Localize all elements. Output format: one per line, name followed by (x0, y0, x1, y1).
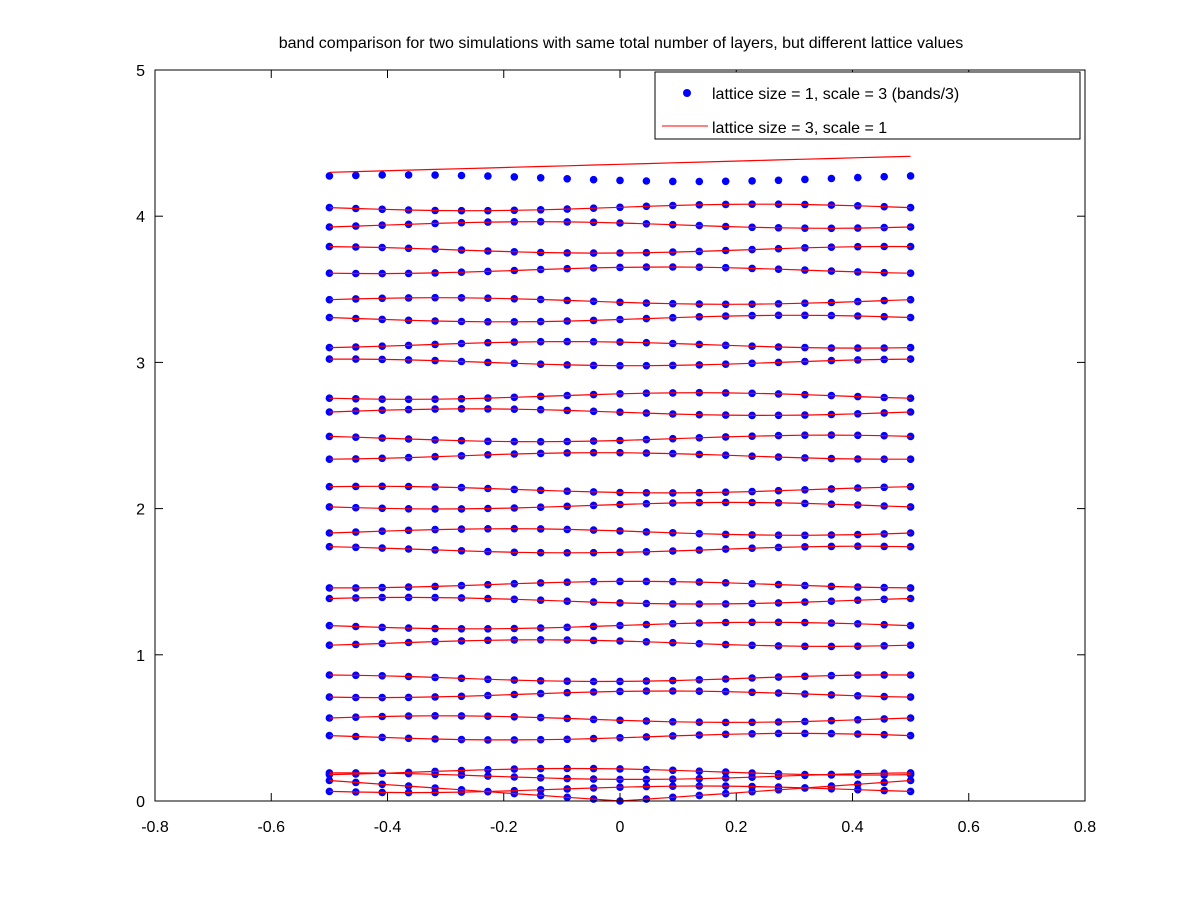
data-point (827, 174, 836, 183)
band-line (329, 528, 911, 536)
data-point (484, 172, 492, 180)
data-point (536, 174, 545, 182)
x-tick-label: -0.6 (257, 819, 285, 836)
y-tick-label: 1 (136, 648, 145, 665)
data-point (748, 177, 756, 185)
band-line (329, 580, 911, 589)
data-point (563, 175, 571, 183)
legend-label-lattice-size-3: lattice size = 3, scale = 1 (712, 120, 887, 137)
x-tick-label: -0.8 (141, 819, 169, 836)
legend-label-lattice-size-1: lattice size = 1, scale = 3 (bands/3) (712, 86, 959, 103)
data-point (906, 432, 915, 441)
band-line (329, 767, 911, 776)
data-point (774, 176, 783, 185)
chart-title: band comparison for two simulations with… (279, 35, 963, 52)
legend-box (654, 71, 1081, 140)
band-line (329, 155, 911, 173)
band-line (329, 434, 911, 443)
x-tick-label: -0.4 (374, 819, 402, 836)
x-tick-label: -0.2 (490, 819, 518, 836)
axes: -0.8 -0.6 -0.4 -0.2 0 0.2 0.4 0.6 0.8 0 1 2 3 4 5 (136, 63, 1096, 836)
band-line (329, 245, 911, 254)
data-point (325, 172, 334, 180)
data-point (801, 175, 809, 184)
band-line (329, 715, 911, 724)
band-line (329, 297, 911, 305)
data-point (431, 171, 439, 179)
x-tick-label: 0 (616, 819, 625, 836)
data-point (854, 173, 862, 182)
data-point (906, 503, 915, 511)
band-line (329, 266, 911, 275)
data-point (510, 173, 519, 181)
data-point (906, 172, 915, 180)
data-point (378, 171, 387, 179)
y-tick-label: 3 (136, 355, 145, 372)
band-line (329, 501, 911, 510)
band-line (329, 621, 911, 630)
band-line (329, 639, 911, 648)
band-line (329, 314, 911, 323)
band-line (329, 596, 911, 605)
x-tick-label: 0.2 (725, 819, 747, 836)
band-line (329, 732, 911, 741)
series-lines (329, 155, 911, 802)
band-line (329, 690, 911, 699)
data-point (404, 171, 413, 179)
band-line (329, 674, 911, 683)
band-line (329, 341, 911, 349)
y-tick-label: 4 (136, 209, 145, 226)
band-line (329, 545, 911, 554)
data-point (616, 176, 624, 185)
x-tick-label: 0.8 (1074, 819, 1096, 836)
plot-area (325, 155, 915, 805)
y-tick-label: 5 (136, 63, 145, 80)
data-point (880, 172, 888, 181)
band-line (329, 221, 911, 229)
data-point (457, 171, 466, 180)
legend: lattice size = 1, scale = 3 (bands/3) la… (654, 71, 1081, 140)
data-point (589, 175, 598, 184)
x-tick-label: 0.6 (958, 819, 980, 836)
band-line (329, 485, 911, 494)
y-tick-label: 0 (136, 794, 145, 811)
data-point (695, 177, 704, 186)
y-tick-label: 2 (136, 502, 145, 519)
x-tick-label: 0.4 (841, 819, 863, 836)
band-line (329, 785, 911, 794)
data-point (642, 177, 651, 185)
legend-marker-dots (683, 89, 691, 97)
band-line (329, 358, 911, 367)
band-line (329, 408, 911, 417)
band-line (329, 203, 911, 212)
band-line (329, 452, 911, 460)
band-line (329, 392, 911, 400)
data-point (721, 177, 730, 186)
data-point (669, 177, 677, 186)
data-point (352, 171, 360, 180)
